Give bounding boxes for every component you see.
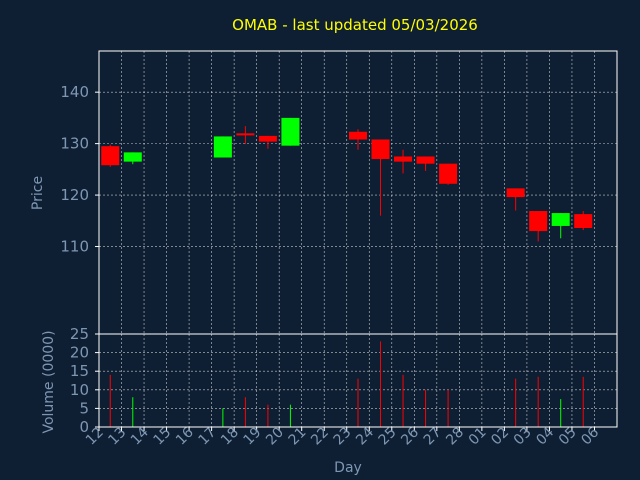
price-tick-label: 120 <box>60 186 89 204</box>
volume-grid <box>99 334 617 427</box>
candle-body <box>101 146 120 166</box>
volume-axis-label: Volume (0000) <box>41 330 57 433</box>
x-tick-label: 21 <box>286 425 310 449</box>
candle-body <box>439 163 458 184</box>
candle-body <box>258 135 277 142</box>
candle-body <box>236 133 255 136</box>
x-tick-label: 16 <box>173 424 197 448</box>
volume-tick-label: 15 <box>70 362 89 380</box>
x-axis-label: Day <box>334 460 362 476</box>
candle <box>551 213 570 239</box>
x-ticks: 1213141516171819202122232425262728010203… <box>83 424 602 448</box>
x-tick-label: 13 <box>105 425 129 449</box>
candle <box>416 156 435 171</box>
candle-body <box>551 213 570 226</box>
x-tick-label: 22 <box>308 425 332 449</box>
price-axis-label: Price <box>30 176 46 210</box>
x-tick-label: 04 <box>533 424 557 448</box>
price-tick-label: 110 <box>60 238 89 256</box>
x-tick-label: 06 <box>578 424 602 448</box>
candle-body <box>394 156 413 162</box>
candle-body <box>416 156 435 164</box>
volume-tick-label: 10 <box>70 381 89 399</box>
candle <box>394 149 413 174</box>
candle-body <box>506 188 525 198</box>
volume-panel-frame <box>98 333 618 428</box>
volume-tick-label: 5 <box>79 399 89 417</box>
candle <box>529 211 548 242</box>
price-tick-label: 140 <box>60 83 89 101</box>
candle <box>123 152 142 165</box>
candle <box>281 117 300 146</box>
candle-body <box>529 211 548 232</box>
candle <box>574 211 593 231</box>
x-tick-label: 19 <box>241 425 265 449</box>
x-tick-label: 05 <box>556 425 580 449</box>
x-tick-label: 27 <box>421 425 445 449</box>
x-tick-label: 03 <box>511 425 535 449</box>
x-tick-label: 18 <box>218 425 242 449</box>
candle-body <box>213 136 232 158</box>
x-tick-label: 28 <box>443 425 467 449</box>
volume-tick-label: 0 <box>79 418 89 436</box>
candle <box>258 135 277 149</box>
price-grid <box>99 51 617 334</box>
volume-bars <box>109 341 584 427</box>
candle-body <box>348 131 368 140</box>
x-tick-label: 24 <box>353 424 377 448</box>
x-tick-label: 02 <box>488 425 512 449</box>
price-panel-frame <box>98 50 618 335</box>
candle-body <box>574 214 593 229</box>
volume-tick-label: 20 <box>70 344 89 362</box>
candle-body <box>123 152 142 162</box>
candle <box>213 136 232 158</box>
candle-body <box>371 139 390 160</box>
x-tick-label: 17 <box>196 425 220 449</box>
candle <box>506 188 525 211</box>
chart-title: OMAB - last updated 05/03/2026 <box>232 16 478 34</box>
x-tick-label: 23 <box>331 425 355 449</box>
candle <box>236 126 255 145</box>
price-tick-label: 130 <box>60 135 89 153</box>
price-y-ticks: 110 120 130 140 <box>60 83 99 256</box>
x-tick-label: 01 <box>466 425 490 449</box>
x-tick-label: 14 <box>128 424 152 448</box>
x-tick-label: 20 <box>263 425 287 449</box>
volume-tick-label: 25 <box>70 325 89 343</box>
candle <box>371 139 390 216</box>
candle <box>348 129 368 150</box>
x-tick-label: 26 <box>398 424 422 448</box>
candle <box>101 144 120 167</box>
x-tick-label: 25 <box>376 425 400 449</box>
x-tick-label: 15 <box>150 425 174 449</box>
candles <box>101 117 593 242</box>
candle-body <box>281 117 300 146</box>
candle <box>439 163 458 185</box>
